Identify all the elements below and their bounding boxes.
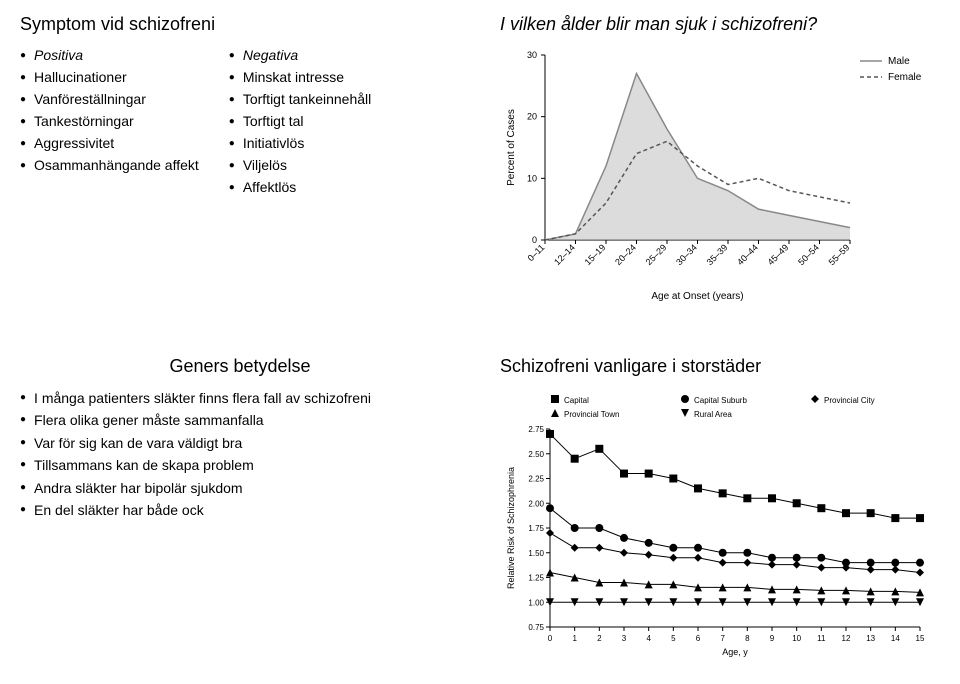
svg-text:0.75: 0.75 (528, 623, 544, 632)
q2-title: I vilken ålder blir man sjuk i schizofre… (500, 14, 940, 35)
svg-text:14: 14 (891, 634, 900, 643)
svg-text:45–49: 45–49 (766, 242, 791, 267)
q3-item: Var för sig kan de vara väldigt bra (34, 432, 242, 454)
quadrant-age-onset: I vilken ålder blir man sjuk i schizofre… (480, 0, 960, 342)
svg-text:8: 8 (745, 634, 750, 643)
svg-text:6: 6 (696, 634, 701, 643)
q3-item: Andra släkter har bipolär sjukdom (34, 477, 243, 499)
svg-text:0–11: 0–11 (526, 242, 547, 263)
page: Symptom vid schizofreni Positiva Halluci… (0, 0, 960, 684)
q1-title: Symptom vid schizofreni (20, 14, 460, 35)
svg-text:10: 10 (527, 173, 537, 183)
q1-columns: Positiva Hallucinationer Vanföreställnin… (20, 45, 460, 199)
q3-list: I många patienters släkter finns flera f… (20, 387, 460, 521)
q3-item: Tillsammans kan de skapa problem (34, 454, 254, 476)
quadrant-symptom: Symptom vid schizofreni Positiva Halluci… (0, 0, 480, 342)
svg-text:1.00: 1.00 (528, 598, 544, 607)
svg-text:30–34: 30–34 (674, 242, 699, 267)
quadrant-geners: Geners betydelse I många patienters släk… (0, 342, 480, 684)
age-onset-chart: 0 10 20 30 0–1112–1415–1920–2425–2930–3435–3… (500, 45, 930, 305)
svg-text:7: 7 (720, 634, 725, 643)
svg-text:Capital Suburb: Capital Suburb (694, 396, 747, 405)
svg-text:25–29: 25–29 (644, 242, 669, 267)
svg-text:0: 0 (548, 634, 553, 643)
q3-item: I många patienters släkter finns flera f… (34, 387, 371, 409)
svg-text:40–44: 40–44 (735, 242, 760, 267)
svg-text:50–54: 50–54 (796, 242, 821, 267)
svg-text:Percent of Cases: Percent of Cases (506, 109, 517, 186)
svg-text:4: 4 (646, 634, 651, 643)
q1-right-item: Torftigt tankeinnehåll (243, 89, 371, 111)
svg-text:1.75: 1.75 (528, 524, 544, 533)
q3-item: Flera olika gener måste sammanfalla (34, 409, 264, 431)
svg-text:Age at Onset (years): Age at Onset (years) (651, 291, 743, 302)
svg-text:30: 30 (527, 50, 537, 60)
svg-text:20–24: 20–24 (613, 242, 638, 267)
q1-left-item: Hallucinationer (34, 67, 127, 89)
svg-text:1: 1 (572, 634, 577, 643)
q1-left-item: Aggressivitet (34, 133, 114, 155)
q1-right-item: Torftigt tal (243, 111, 304, 133)
q3-title: Geners betydelse (20, 356, 460, 377)
q4-title: Schizofreni vanligare i storstäder (500, 356, 940, 377)
svg-text:10: 10 (792, 634, 801, 643)
svg-text:2.25: 2.25 (528, 475, 544, 484)
svg-text:Provincial City: Provincial City (824, 396, 875, 405)
svg-text:1.25: 1.25 (528, 574, 544, 583)
svg-text:15–19: 15–19 (583, 242, 608, 267)
q3-item: En del släkter har både ock (34, 499, 204, 521)
quadrant-urban: Schizofreni vanligare i storstäder 0.75 1… (480, 342, 960, 684)
svg-text:Female: Female (888, 72, 922, 83)
svg-text:Relative Risk of Schizophrenia: Relative Risk of Schizophrenia (506, 467, 516, 589)
q1-left-item: Osammanhängande affekt (34, 155, 199, 177)
q1-left-item: Vanföreställningar (34, 89, 146, 111)
svg-text:0: 0 (532, 235, 537, 245)
q1-right-item: Initiativlös (243, 133, 304, 155)
svg-text:9: 9 (770, 634, 775, 643)
svg-text:5: 5 (671, 634, 676, 643)
q1-left-header: Positiva (34, 45, 83, 67)
svg-text:11: 11 (817, 634, 826, 643)
svg-text:20: 20 (527, 112, 537, 122)
svg-text:2: 2 (597, 634, 602, 643)
svg-text:Provincial Town: Provincial Town (564, 410, 619, 419)
q1-right-item: Viljelös (243, 155, 287, 177)
urban-risk-chart: 0.751.001.251.501.752.002.252.502.750123… (500, 387, 930, 657)
svg-text:1.50: 1.50 (528, 549, 544, 558)
svg-text:Rural Area: Rural Area (694, 410, 732, 419)
svg-text:12: 12 (842, 634, 851, 643)
svg-text:Capital: Capital (564, 396, 589, 405)
q1-left-item: Tankestörningar (34, 111, 134, 133)
svg-text:55–59: 55–59 (827, 242, 852, 267)
svg-text:12–14: 12–14 (552, 242, 577, 267)
q1-right-header: Negativa (243, 45, 298, 67)
q1-right-item: Minskat intresse (243, 67, 344, 89)
svg-text:Age, y: Age, y (722, 647, 748, 657)
svg-text:Male: Male (888, 56, 910, 67)
svg-text:2.50: 2.50 (528, 450, 544, 459)
q1-left-col: Positiva Hallucinationer Vanföreställnin… (20, 45, 199, 199)
svg-text:15: 15 (916, 634, 925, 643)
svg-text:3: 3 (622, 634, 627, 643)
q1-right-col: Negativa Minskat intresse Torftigt tanke… (229, 45, 371, 199)
svg-text:13: 13 (866, 634, 875, 643)
svg-text:35–39: 35–39 (705, 242, 730, 267)
svg-text:2.75: 2.75 (528, 425, 544, 434)
q1-right-item: Affektlös (243, 177, 296, 199)
svg-text:2.00: 2.00 (528, 499, 544, 508)
